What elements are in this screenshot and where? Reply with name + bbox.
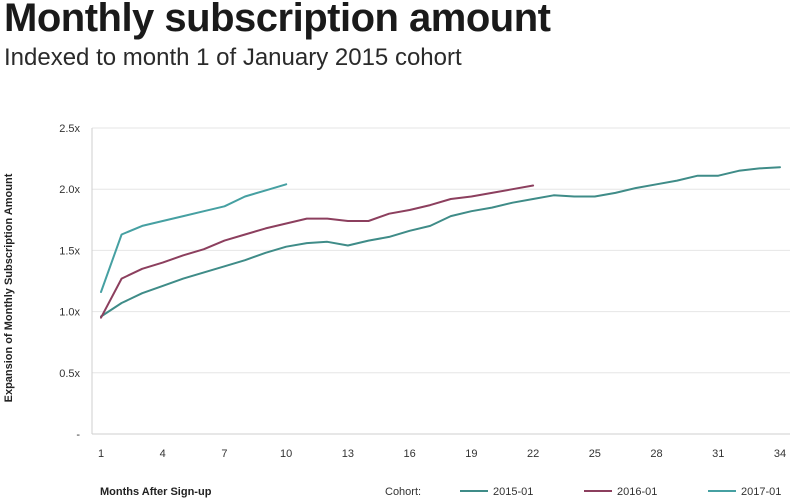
- axes: [91, 128, 790, 435]
- x-tick-label: 19: [465, 448, 477, 460]
- x-tick-label: 25: [589, 448, 601, 460]
- grid-lines: [92, 127, 790, 435]
- legend-label-2015-01: 2015-01: [493, 486, 533, 498]
- y-tick-label: -: [76, 429, 80, 441]
- legend: Cohort: 2015-01 2016-01 2017-01: [385, 486, 781, 498]
- x-tick-label: 16: [404, 448, 416, 460]
- x-tick-label: 7: [221, 448, 227, 460]
- y-tick-label: 0.5x: [59, 368, 80, 380]
- x-tick-label: 1: [98, 448, 104, 460]
- x-axis-ticks: 1 4 7 10 13 16 19 22 25 28 31 34: [98, 448, 786, 460]
- y-tick-label: 1.0x: [59, 307, 80, 319]
- series-line-2016-01: [100, 184, 535, 319]
- chart-title: Monthly subscription amount: [4, 0, 551, 40]
- x-axis-label: Months After Sign-up: [100, 486, 212, 498]
- legend-label-2016-01: 2016-01: [617, 486, 657, 498]
- y-tick-label: 1.5x: [59, 245, 80, 257]
- legend-title: Cohort:: [385, 486, 421, 498]
- x-tick-label: 22: [527, 448, 539, 460]
- x-tick-label: 4: [160, 448, 166, 460]
- y-tick-label: 2.5x: [59, 123, 80, 135]
- series-line-2015-01: [100, 166, 781, 318]
- x-tick-label: 10: [280, 448, 292, 460]
- x-tick-label: 28: [650, 448, 662, 460]
- series-lines: [100, 166, 781, 319]
- x-tick-label: 13: [342, 448, 354, 460]
- y-axis-ticks: - 0.5x 1.0x 1.5x 2.0x 2.5x: [59, 123, 80, 441]
- chart-subtitle: Indexed to month 1 of January 2015 cohor…: [4, 44, 462, 71]
- y-axis-label: Expansion of Monthly Subscription Amount: [3, 173, 15, 402]
- legend-label-2017-01: 2017-01: [741, 486, 781, 498]
- series-line-2017-01: [100, 183, 288, 293]
- y-tick-label: 2.0x: [59, 184, 80, 196]
- x-tick-label: 31: [712, 448, 724, 460]
- x-tick-label: 34: [774, 448, 786, 460]
